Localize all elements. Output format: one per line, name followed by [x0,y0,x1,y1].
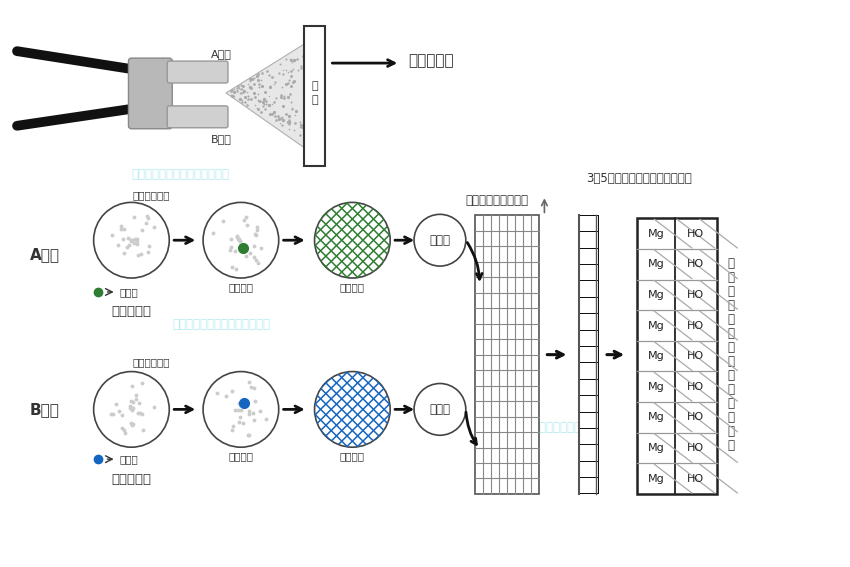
Text: HO: HO [687,473,704,484]
Bar [581,298,598,313]
FancyBboxPatch shape [167,61,228,83]
Bar [581,478,598,493]
Circle shape [203,202,279,278]
Circle shape [314,371,390,447]
Text: 混合均匀: 混合均匀 [340,451,365,461]
Text: 混合均匀: 混合均匀 [340,282,365,292]
Circle shape [414,383,466,435]
Circle shape [94,202,169,278]
Polygon shape [226,43,306,149]
Bar [581,363,598,379]
Text: Mg: Mg [648,320,665,331]
Text: A组份: A组份 [30,248,60,263]
Text: 固化剂: 固化剂 [120,287,139,297]
Text: 丙烯酸盐单体: 丙烯酸盐单体 [133,191,170,200]
Text: 渗
透
到
混
凝
土
表
层
产
生
化
学
粘
接: 渗 透 到 混 凝 土 表 层 产 生 化 学 粘 接 [727,257,734,452]
Text: B组份: B组份 [30,402,60,417]
Bar [579,215,599,494]
Text: HO: HO [687,351,704,361]
Text: Mg: Mg [648,229,665,239]
Text: 在基层表面撞击混合: 在基层表面撞击混合 [466,194,529,208]
Bar [581,413,598,428]
Circle shape [414,214,466,266]
Bar [475,215,540,494]
Text: B组份: B组份 [211,134,232,144]
Text: 上海无忧树新材料科技有限公司: 上海无忧树新材料科技有限公司 [132,168,230,180]
Text: Mg: Mg [648,382,665,392]
Circle shape [314,202,390,278]
FancyBboxPatch shape [128,58,173,129]
Bar [581,281,598,297]
Text: 上海无忧树新材料科技有限公司: 上海无忧树新材料科技有限公司 [172,318,270,331]
Text: Mg: Mg [648,412,665,422]
Text: HO: HO [687,412,704,422]
Text: A组份: A组份 [211,49,232,59]
Text: 3～5秒形成三维网状结构弹性体: 3～5秒形成三维网状结构弹性体 [586,172,692,185]
Text: 自由基: 自由基 [429,403,450,416]
Text: 搅拌混合: 搅拌混合 [229,282,253,292]
Bar [581,347,598,362]
Text: 添加固化剂: 添加固化剂 [111,306,151,318]
Text: 搅拌混合: 搅拌混合 [229,451,253,461]
FancyBboxPatch shape [167,106,228,128]
Bar [581,216,598,231]
Text: Mg: Mg [648,351,665,361]
Text: 自由基: 自由基 [429,234,450,247]
Bar [303,26,326,166]
Bar [637,218,717,494]
Text: Mg: Mg [648,290,665,300]
Text: 固化剂: 固化剂 [120,454,139,464]
Text: HO: HO [687,443,704,453]
Text: HO: HO [687,290,704,300]
Text: 喷膜防水层: 喷膜防水层 [408,54,454,69]
Text: Mg: Mg [648,259,665,269]
Bar [581,462,598,477]
Bar [581,331,598,346]
Bar [581,429,598,445]
Text: HO: HO [687,229,704,239]
Text: 添加固化剂: 添加固化剂 [111,472,151,485]
Text: Mg: Mg [648,473,665,484]
Text: 上海无忧树新材料科技有限公司: 上海无忧树新材料科技有限公司 [490,421,588,434]
Bar [581,232,598,248]
Bar [581,380,598,395]
Text: 基
面: 基 面 [311,81,318,105]
Bar [581,248,598,264]
Text: HO: HO [687,320,704,331]
Bar [581,265,598,281]
Circle shape [94,371,169,447]
Text: Mg: Mg [648,443,665,453]
Text: HO: HO [687,382,704,392]
Text: 丙烯酸盐单体: 丙烯酸盐单体 [133,358,170,367]
Bar [581,445,598,460]
Bar [581,396,598,412]
Circle shape [203,371,279,447]
Bar [581,314,598,329]
Text: HO: HO [687,259,704,269]
